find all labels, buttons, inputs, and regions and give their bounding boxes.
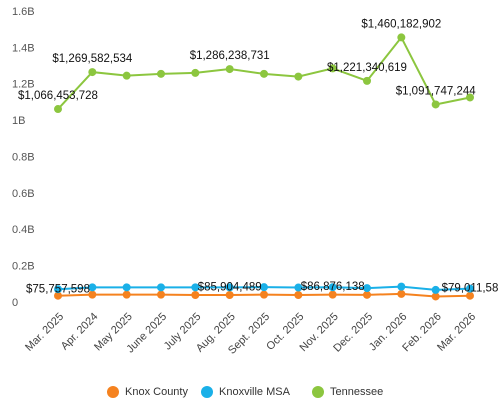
- data-point: [466, 291, 474, 300]
- y-tick-label: 0: [12, 297, 18, 309]
- data-point: [88, 283, 97, 292]
- legend-label: Knox County: [125, 386, 188, 398]
- data-point: [431, 100, 440, 109]
- legend-marker: [107, 386, 119, 398]
- data-point: [294, 290, 303, 299]
- data-point: [328, 64, 337, 73]
- data-point: [431, 292, 440, 301]
- data-point: [363, 284, 371, 293]
- data-label: $1,066,453,728: [18, 90, 98, 102]
- data-point: [294, 72, 303, 81]
- data-label: $1,286,238,731: [190, 50, 270, 62]
- x-tick-label: Mar. 2025: [23, 311, 66, 354]
- y-tick-label: 1.6B: [12, 6, 35, 18]
- data-point: [88, 68, 97, 77]
- data-label: $75,757,598: [26, 283, 90, 295]
- data-point: [54, 285, 62, 294]
- data-point: [225, 290, 234, 299]
- data-point: [54, 291, 62, 300]
- legend-marker: [201, 386, 213, 398]
- legend-marker: [312, 386, 324, 398]
- legend-label: Tennessee: [330, 386, 383, 398]
- data-label: $1,269,582,534: [52, 53, 133, 65]
- data-label: $1,221,340,619: [327, 62, 407, 74]
- data-point: [397, 33, 406, 42]
- data-label: $79,011,58: [442, 283, 499, 295]
- data-point: [363, 290, 371, 299]
- data-label: $1,460,182,902: [361, 18, 441, 30]
- data-point: [157, 290, 165, 299]
- data-point: [122, 283, 131, 292]
- y-tick-label: 0.6B: [12, 188, 35, 200]
- data-point: [294, 283, 303, 292]
- data-point: [191, 283, 200, 292]
- data-point: [122, 71, 131, 80]
- data-point: [191, 68, 200, 77]
- data-point: [328, 290, 337, 299]
- y-tick-label: 0.8B: [12, 151, 35, 163]
- y-tick-label: 1.2B: [12, 79, 35, 91]
- y-tick-label: 0.2B: [12, 261, 35, 273]
- data-point: [122, 290, 131, 299]
- y-tick-label: 1B: [12, 115, 25, 127]
- data-point: [397, 282, 406, 291]
- data-label: $1,091,747,244: [396, 85, 477, 97]
- data-label: $85,904,489: [198, 281, 262, 293]
- y-tick-label: 1.4B: [12, 42, 35, 54]
- data-point: [54, 105, 62, 114]
- data-point: [260, 69, 268, 78]
- data-point: [225, 65, 234, 74]
- data-point: [260, 283, 268, 292]
- data-point: [363, 76, 371, 85]
- data-label: $86,876,138: [301, 281, 365, 293]
- y-tick-label: 0.4B: [12, 224, 35, 236]
- data-point: [466, 93, 474, 102]
- data-point: [260, 290, 268, 299]
- data-point: [466, 284, 474, 293]
- data-point: [88, 290, 97, 299]
- data-point: [225, 283, 234, 292]
- data-point: [431, 285, 440, 294]
- data-point: [191, 290, 200, 299]
- data-point: [397, 289, 406, 298]
- data-point: [157, 283, 165, 292]
- data-point: [328, 283, 337, 292]
- data-point: [157, 69, 165, 78]
- legend-label: Knoxville MSA: [219, 386, 291, 398]
